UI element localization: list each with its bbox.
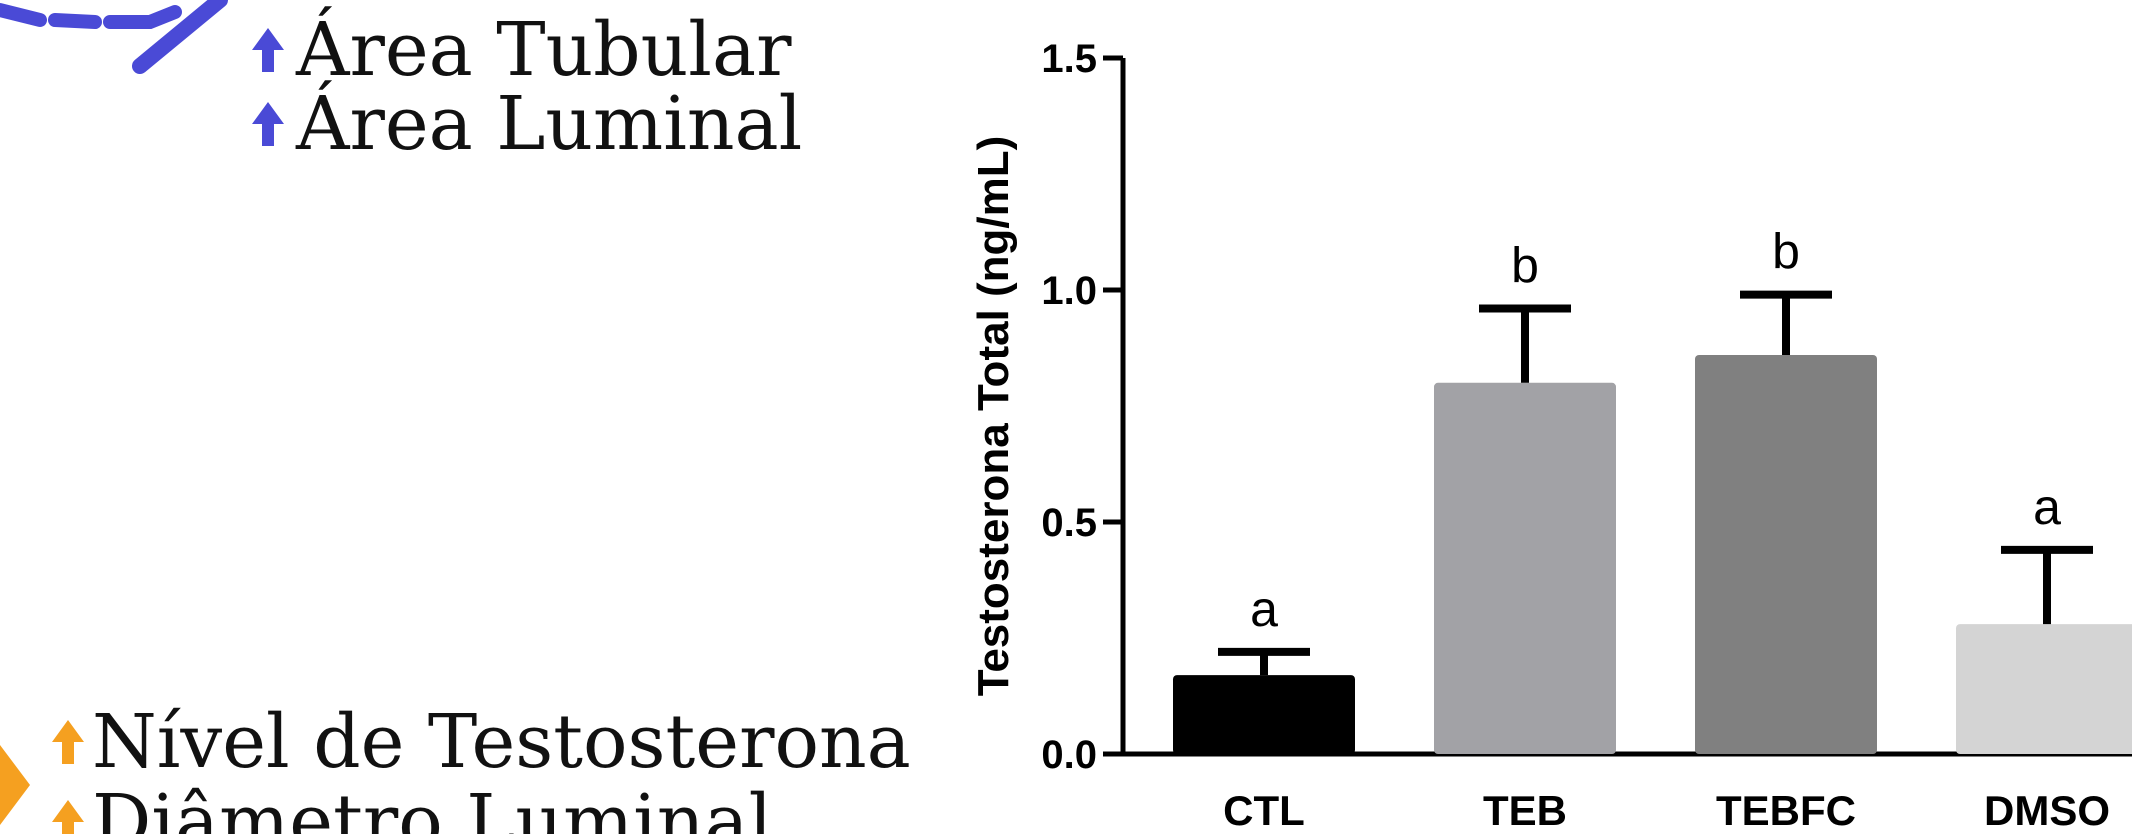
bar-teb <box>1434 382 1616 754</box>
up-arrow-icon <box>252 102 284 146</box>
orange-arrow-icon <box>0 745 30 825</box>
y-axis-label: Testosterona Total (ng/mL) <box>969 136 1018 697</box>
annotation-item-tubular-area: Área Tubular <box>250 7 802 93</box>
up-arrow-icon <box>52 800 84 834</box>
annotation-item-luminal-area: Área Luminal <box>250 81 803 167</box>
y-tick-label: 0.5 <box>1041 501 1097 545</box>
significance-label: b <box>1511 238 1539 294</box>
bar-tebfc <box>1695 354 1877 754</box>
up-arrow-icon <box>252 28 284 72</box>
x-tick-label: CTL <box>1223 787 1305 834</box>
x-tick-label: TEBFC <box>1716 787 1856 834</box>
significance-label: a <box>1250 581 1278 637</box>
x-tick-label: DMSO <box>1984 787 2110 834</box>
y-tick-label: 0.0 <box>1041 733 1097 777</box>
annotation-label: Área Luminal <box>296 81 803 167</box>
y-tick-label: 1.0 <box>1041 269 1097 313</box>
x-tick-label: TEB <box>1483 787 1567 834</box>
bar-ctl <box>1173 675 1355 754</box>
annotation-item-testosterone-level: Nível de Testosterona <box>50 702 911 782</box>
blue-arrow-icon <box>0 0 228 74</box>
annotation-label: Nível de Testosterona <box>92 699 911 785</box>
bar-dmso <box>1956 624 2132 754</box>
significance-label: b <box>1772 224 1800 280</box>
top-annotation-list: Área Tubular Área Luminal <box>250 7 803 167</box>
up-arrow-icon <box>52 720 84 764</box>
y-tick-label: 1.5 <box>1041 37 1097 81</box>
annotation-item-luminal-diameter: Diâmetro Luminal <box>50 782 911 834</box>
significance-label: a <box>2033 479 2061 535</box>
annotation-label: Área Tubular <box>296 7 792 93</box>
bottom-annotation-list: Nível de Testosterona Diâmetro Luminal <box>50 702 911 834</box>
annotation-label: Diâmetro Luminal <box>92 779 773 834</box>
